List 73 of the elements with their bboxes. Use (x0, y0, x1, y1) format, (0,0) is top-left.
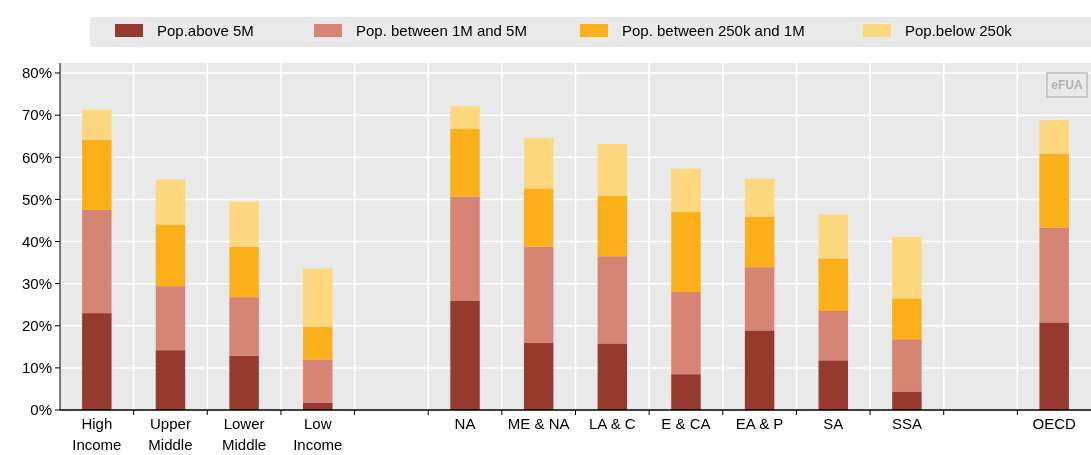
bar (229, 355, 259, 410)
x-tick-label: Upper Middle (148, 415, 193, 453)
y-tick-label: 40% (21, 232, 52, 250)
bar (1039, 227, 1069, 323)
bar (671, 374, 701, 410)
bar (523, 246, 554, 344)
bar (1039, 153, 1069, 228)
bar (523, 343, 554, 410)
bar (155, 350, 186, 410)
y-tick-label: 0% (30, 401, 52, 419)
bar (818, 214, 848, 259)
bar (671, 211, 701, 293)
bar (82, 109, 112, 140)
y-tick-label: 50% (21, 190, 52, 208)
bar (892, 391, 922, 410)
legend-label: Pop.below 250k (905, 22, 1013, 40)
y-tick-label: 30% (21, 274, 52, 292)
bar (744, 267, 775, 331)
bar (892, 236, 922, 299)
bar (450, 129, 480, 197)
x-tick-label: SA (823, 415, 844, 432)
bar (1039, 120, 1069, 154)
legend-label: Pop. between 1M and 5M (356, 22, 527, 40)
bar (155, 224, 186, 287)
bar (523, 137, 554, 189)
bar (818, 311, 848, 361)
x-tick-label: NA (454, 415, 476, 432)
bar (229, 201, 259, 247)
x-tick-label: ME & NA (507, 415, 570, 432)
bar (303, 268, 333, 328)
bar (744, 178, 775, 217)
y-tick-label: 20% (21, 317, 52, 334)
bar (892, 339, 922, 392)
bar (229, 246, 259, 298)
y-tick-label: 10% (21, 359, 52, 377)
bar (303, 359, 333, 403)
bar (597, 144, 628, 196)
bar (303, 327, 333, 360)
bar (744, 330, 775, 410)
x-tick-label: OECD (1032, 415, 1077, 432)
bar (155, 179, 186, 225)
x-tick-label: Lower Middle (222, 415, 267, 453)
bar (229, 297, 259, 356)
x-tick-label: SSA (891, 415, 922, 432)
bar (82, 209, 112, 314)
bar (597, 256, 628, 344)
legend-label: Pop.above 5M (157, 22, 254, 40)
bar (818, 258, 848, 312)
bar (892, 298, 922, 340)
bar (818, 360, 848, 410)
bar (671, 168, 701, 212)
bar (597, 195, 628, 257)
x-tick-label: High Income (72, 415, 122, 453)
x-tick-label: Low Income (293, 415, 343, 453)
bar (450, 196, 480, 301)
bar (1039, 322, 1069, 410)
bar (82, 139, 112, 210)
bar (597, 343, 628, 410)
y-tick-label: 80% (21, 64, 52, 82)
bar (523, 188, 554, 247)
x-tick-label: E & CA (661, 415, 711, 432)
y-tick-label: 70% (21, 106, 52, 124)
bar (450, 106, 480, 130)
x-tick-label: LA & C (588, 415, 636, 432)
bar (671, 292, 701, 375)
x-tick-label: EA & P (735, 415, 784, 432)
bar (82, 313, 112, 410)
bar (155, 286, 186, 351)
legend-label: Pop. between 250k and 1M (622, 22, 805, 40)
annotation: eFUA (1051, 78, 1083, 93)
bar (450, 300, 480, 410)
y-tick-label: 60% (21, 148, 52, 166)
bar (744, 216, 775, 268)
